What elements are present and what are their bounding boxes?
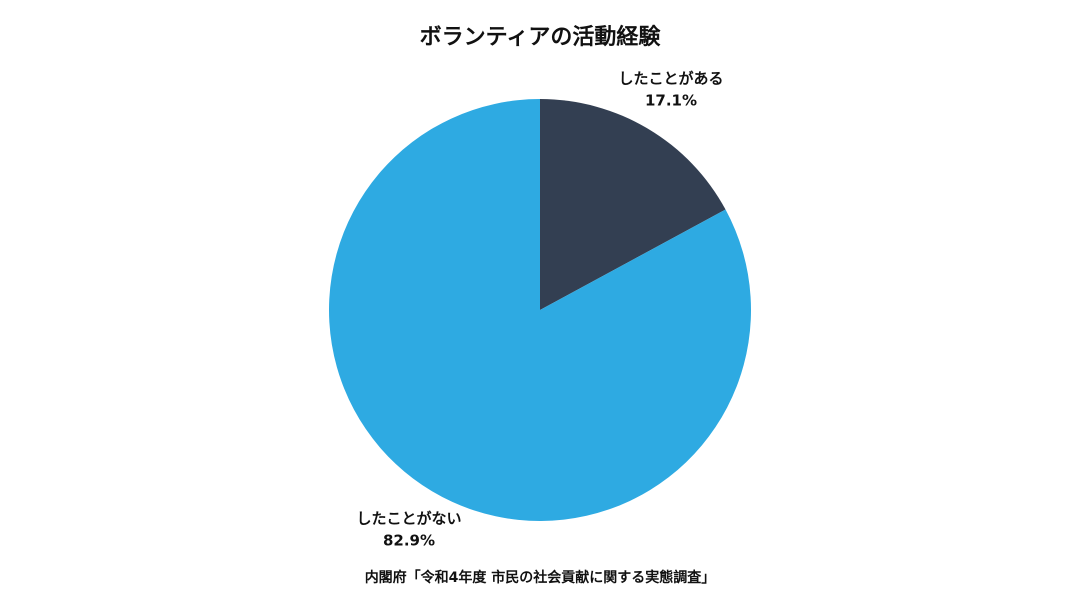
slice-label: したことがない	[356, 509, 461, 527]
chart-title: ボランティアの活動経験	[420, 24, 662, 50]
value-label: 17.1%	[645, 92, 697, 110]
pie-slice	[540, 99, 726, 310]
slice-label: したことがある	[618, 70, 723, 88]
pie-slice	[329, 99, 752, 522]
value-label: 82.9%	[383, 531, 435, 549]
source-note: 内閣府「令和4年度 市民の社会貢献に関する実態調査」	[365, 569, 716, 586]
